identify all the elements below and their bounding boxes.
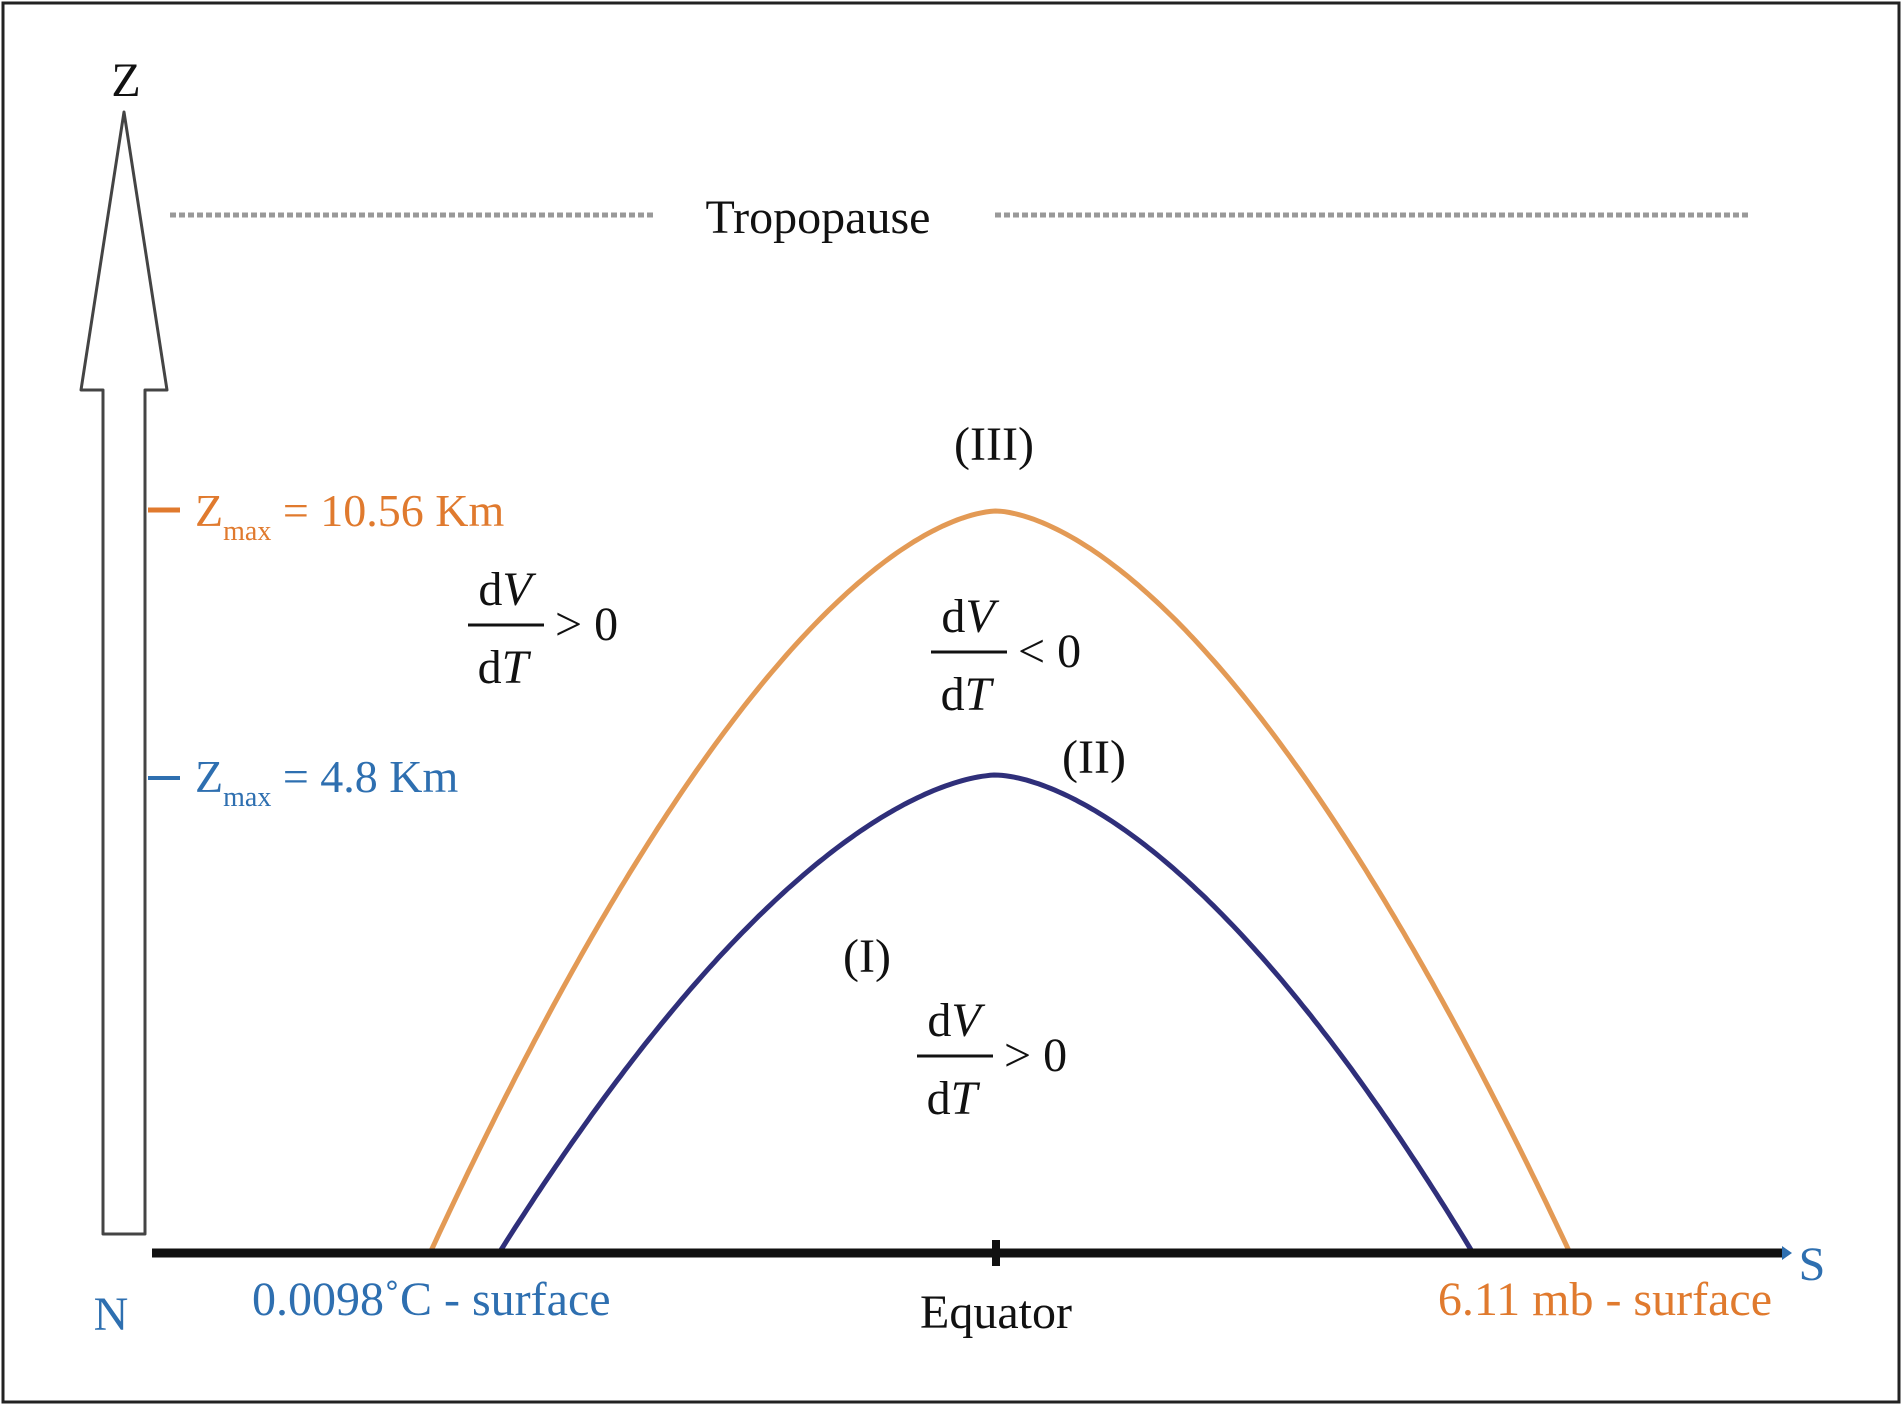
axis-end-arrow: [1782, 1246, 1792, 1260]
tropopause-label: Tropopause: [706, 191, 931, 244]
fraction-inner: dV dT > 0: [917, 994, 1067, 1125]
region-I-label: (I): [843, 930, 891, 983]
outer-curve: [427, 508, 1573, 1255]
south-label: S: [1799, 1238, 1826, 1291]
z-axis-arrow: [79, 110, 169, 1236]
svg-text:dV: dV: [927, 994, 985, 1047]
region-II-label: (II): [1062, 731, 1126, 784]
equator-label: Equator: [920, 1286, 1072, 1339]
svg-text:dV: dV: [941, 590, 999, 643]
svg-text:< 0: < 0: [1018, 625, 1081, 678]
svg-text:dV: dV: [478, 563, 536, 616]
svg-text:> 0: > 0: [555, 598, 618, 651]
fraction-middle: dV dT < 0: [931, 590, 1081, 721]
north-label: N: [94, 1288, 129, 1341]
right-surface-label: 6.11 mb - surface: [1438, 1273, 1772, 1326]
inner-curve: [496, 772, 1476, 1255]
zmax-orange-label: Zmax = 10.56 Km: [195, 485, 504, 547]
zmax-blue-label: Zmax = 4.8 Km: [195, 751, 458, 813]
region-III-label: (III): [954, 418, 1034, 471]
fraction-left: dV dT > 0: [468, 563, 618, 694]
svg-text:> 0: > 0: [1004, 1029, 1067, 1082]
svg-text:dT: dT: [478, 641, 532, 694]
svg-text:dT: dT: [927, 1072, 981, 1125]
left-surface-label: 0.0098˚C - surface: [252, 1273, 611, 1326]
z-axis-label: Z: [111, 54, 140, 107]
svg-text:dT: dT: [941, 668, 995, 721]
